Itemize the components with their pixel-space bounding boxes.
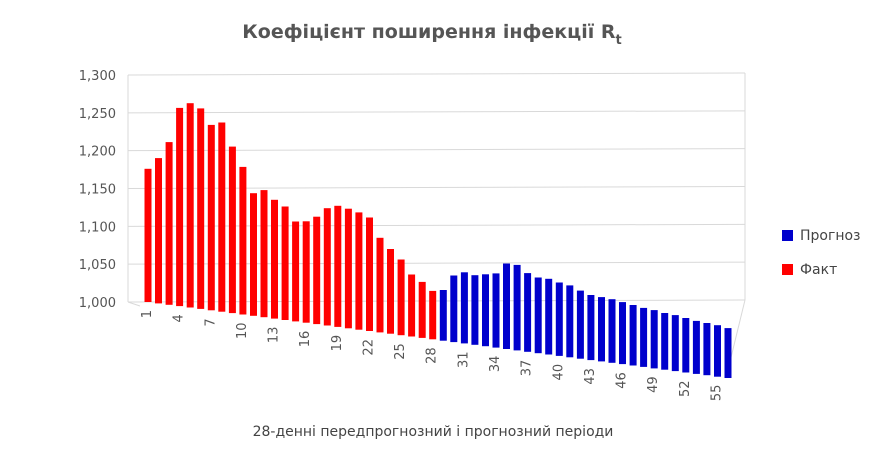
bar-forecast: [482, 274, 489, 347]
bar-fact: [397, 259, 405, 336]
x-tick-label: 22: [361, 339, 376, 356]
bar-forecast: [682, 318, 690, 373]
x-tick-label: 1: [140, 310, 155, 318]
y-tick-label: 1,300: [79, 69, 116, 84]
bar-forecast: [503, 263, 510, 349]
x-tick-label: 55: [709, 385, 724, 402]
bar-forecast: [450, 275, 458, 343]
bar-fact: [408, 274, 416, 337]
x-tick-label: 10: [235, 322, 250, 339]
bar-fact: [334, 205, 342, 327]
bar-forecast: [524, 273, 532, 352]
legend-swatch: [782, 230, 793, 241]
bar-forecast: [671, 315, 679, 372]
x-tick-label: 49: [646, 376, 661, 393]
bar-fact: [144, 168, 152, 302]
bar-forecast: [534, 277, 542, 354]
bar-fact: [197, 108, 205, 309]
bar-forecast: [640, 307, 648, 367]
y-axis-ticks: 1,000 1,050 1,100 1,150 1,200 1,250 1,300: [79, 69, 116, 311]
bars: [144, 103, 732, 378]
bar-forecast: [566, 285, 574, 358]
bar-fact: [165, 142, 173, 305]
bar-forecast: [619, 302, 626, 365]
bar-forecast: [598, 297, 605, 362]
bar-forecast: [724, 328, 732, 378]
x-tick-label: 4: [172, 314, 187, 322]
x-tick-label: 34: [488, 356, 503, 373]
y-tick-label: 1,050: [79, 258, 116, 273]
bar-forecast: [587, 295, 595, 361]
bar-fact: [176, 107, 184, 307]
x-axis-label: 28-денні передпрогнозний і прогнозний пе…: [253, 424, 614, 440]
bar-fact: [387, 249, 394, 334]
bar-forecast: [714, 325, 721, 377]
x-tick-label: 28: [425, 347, 440, 364]
bar-fact: [250, 193, 257, 316]
bar-fact: [302, 221, 310, 323]
bar-fact: [292, 221, 300, 322]
x-tick-label: 46: [615, 372, 630, 389]
x-tick-label: 40: [551, 364, 566, 381]
floor-left-edge: [127, 301, 141, 307]
x-tick-label: 43: [583, 368, 598, 385]
legend-swatch: [782, 264, 793, 275]
bar-fact: [207, 124, 215, 311]
bar-forecast: [555, 282, 563, 356]
chart-title-subscript: t: [616, 33, 622, 48]
chart-title: Коефіцієнт поширення інфекції Rt: [242, 21, 622, 48]
bar-fact: [271, 199, 278, 319]
bar-forecast: [545, 278, 553, 355]
bar-fact: [260, 190, 268, 318]
bar-fact: [366, 217, 373, 331]
bar-forecast: [629, 305, 637, 366]
y-tick-label: 1,150: [79, 183, 116, 198]
bar-fact: [323, 208, 331, 326]
bar-forecast: [460, 272, 468, 344]
bar-fact: [429, 290, 437, 340]
x-tick-label: 16: [298, 331, 313, 348]
bar-fact: [228, 146, 236, 314]
bar-fact: [155, 158, 162, 304]
y-tick-label: 1,100: [79, 220, 116, 235]
gridline: [127, 110, 746, 114]
bar-fact: [313, 216, 321, 325]
bar-fact: [186, 103, 194, 308]
x-tick-label: 52: [678, 380, 693, 397]
bar-forecast: [471, 275, 479, 345]
bar-fact: [344, 208, 352, 329]
bar-fact: [218, 122, 226, 312]
bar-forecast: [692, 320, 700, 374]
x-tick-label: 37: [520, 360, 535, 377]
y-tick-label: 1,000: [79, 296, 116, 311]
x-axis-ticks: 1 4 7 10 13 16 19 22 25 28 31 34 37 40 43 46 49 52 55: [140, 310, 724, 401]
legend-label: Прогноз: [800, 228, 861, 244]
x-tick-label: 7: [203, 318, 218, 326]
x-tick-label: 13: [267, 327, 282, 344]
x-tick-label: 31: [456, 351, 471, 368]
x-tick-label: 25: [393, 343, 408, 360]
bar-forecast: [661, 313, 669, 370]
bar-forecast: [513, 264, 521, 351]
bar-fact: [281, 206, 289, 320]
gridline: [127, 72, 746, 76]
bar-fact: [418, 281, 426, 338]
bar-forecast: [650, 310, 658, 369]
bar-forecast: [703, 323, 711, 376]
bar-fact: [239, 166, 247, 315]
x-tick-label: 19: [330, 335, 345, 352]
bar-fact: [355, 212, 363, 330]
bar-fact: [376, 237, 384, 333]
y-tick-label: 1,250: [79, 107, 116, 122]
bar-forecast: [492, 273, 500, 348]
legend: Прогноз Факт: [782, 228, 861, 278]
y-tick-label: 1,200: [79, 145, 116, 160]
bar-forecast: [608, 299, 616, 363]
bar-forecast: [439, 290, 447, 341]
bar-forecast: [576, 290, 584, 359]
legend-label: Факт: [800, 262, 837, 278]
